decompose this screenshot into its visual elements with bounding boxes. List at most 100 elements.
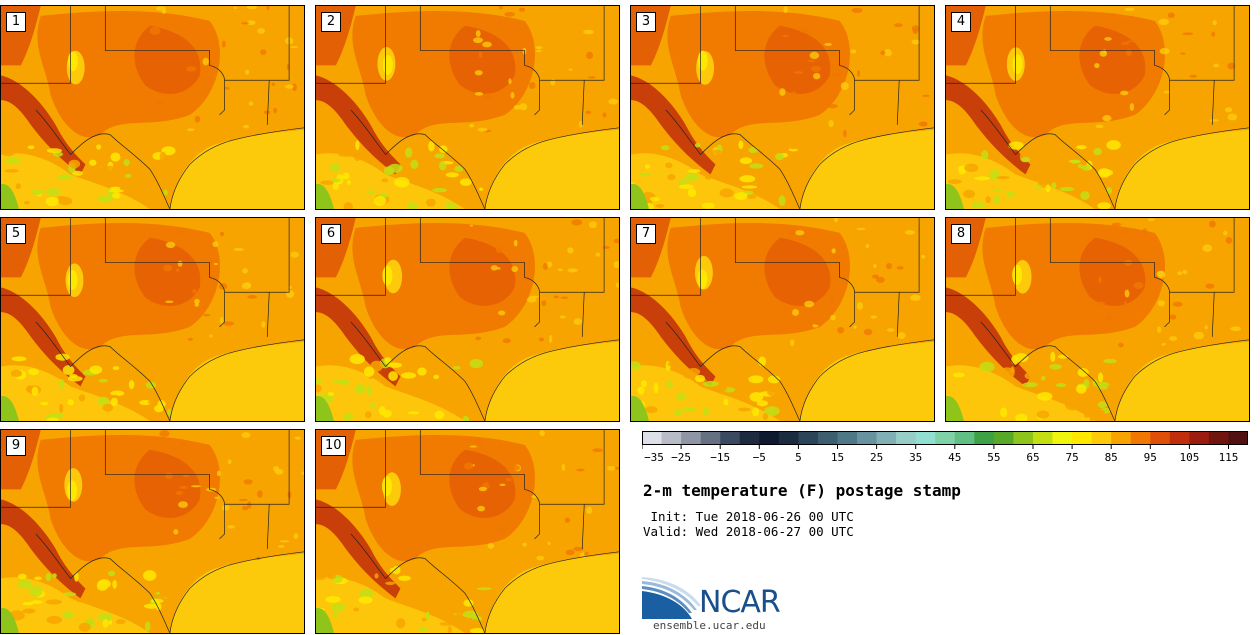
east-speckle [809,51,820,60]
temperature-field [316,6,619,209]
east-speckle [469,445,478,448]
state-boundary [224,430,290,505]
gulf-region [484,553,619,633]
east-speckle [194,298,200,304]
east-speckle [850,49,857,54]
gulf-region [1114,129,1249,209]
east-speckle [1158,18,1170,26]
east-speckle [922,94,930,98]
terrain-speckle [63,592,77,597]
east-speckle [187,337,193,341]
state-boundary [1049,218,1170,328]
state-boundary [1,218,71,296]
terrain-speckle [58,196,73,206]
east-speckle [1104,37,1112,41]
terrain-speckle [370,403,377,409]
east-speckle [190,485,202,488]
state-boundary [1,430,71,508]
map-panel-4: 4 [945,5,1250,210]
terrain-speckle [1068,396,1081,403]
east-speckle [1163,90,1171,94]
terrain-speckle [644,164,651,169]
east-speckle [911,25,920,32]
east-speckle [1180,52,1186,55]
colorbar-bin [661,431,682,445]
east-speckle [1161,342,1166,346]
terrain-speckle [422,617,427,622]
east-speckle [602,112,607,118]
init-time: Init: Tue 2018-06-26 00 UTC [643,509,854,524]
east-speckle [1225,237,1233,244]
east-speckle [241,22,249,25]
temperature-field [946,6,1249,209]
terrain-speckle [649,197,660,202]
terrain-speckle [1045,184,1051,193]
state-boundary [316,218,386,296]
cool-corner [316,607,334,633]
east-speckle [1142,228,1148,236]
terrain-speckle [143,603,160,609]
colorbar-tick-label: 85 [1105,451,1118,464]
terrain-speckle [1077,163,1083,169]
coastline [169,339,304,421]
terrain-speckle [432,188,448,193]
terrain-speckle [327,392,334,397]
east-speckle [853,325,857,329]
east-speckle [518,7,526,12]
terrain-speckle [107,570,116,577]
terrain-speckle [359,588,374,599]
east-speckle [527,296,537,303]
southwest-mild [946,365,1096,421]
temperature-field [1,6,304,209]
terrain-speckle [387,362,403,368]
east-speckle [506,467,510,472]
terrain-speckle [52,151,63,157]
east-speckle [499,483,506,487]
terrain-speckle [637,386,645,395]
east-speckle [1213,63,1219,68]
terrain-speckle [1106,187,1113,195]
colorbar-bin [1130,431,1151,445]
east-speckle [1224,107,1233,113]
panel-number: 10 [321,436,346,456]
east-speckle [886,262,893,270]
terrain-speckle [394,177,410,188]
east-speckle [505,478,512,482]
colorbar-bin [759,431,780,445]
east-speckle [863,328,873,336]
terrain-speckle [454,393,466,401]
terrain-speckle [374,573,379,579]
terrain-speckle [702,407,710,416]
terrain-speckle [1096,381,1111,390]
terrain-speckle [1081,164,1091,171]
east-speckle [293,533,299,540]
colorbar-tick-label: 75 [1065,451,1078,464]
terrain-speckle [958,167,966,175]
terrain-speckle [631,361,641,371]
west-hot-band [631,75,716,175]
east-speckle [221,505,230,511]
east-speckle [181,441,186,446]
east-speckle [792,309,799,316]
east-speckle [1118,342,1124,348]
east-speckle [584,551,589,557]
east-speckle [843,129,847,138]
terrain-speckle [1106,383,1118,394]
east-speckle [499,528,507,535]
colorbar-tick-label: 105 [1179,451,1199,464]
terrain-speckle [479,187,484,191]
east-speckle [209,334,213,338]
east-speckle [241,432,251,438]
east-speckle [279,540,290,543]
east-speckle [257,28,265,34]
cool-corner [631,183,649,209]
cool-corner [1,395,19,421]
terrain-speckle [31,189,44,195]
terrain-speckle [346,180,352,185]
east-speckle [513,105,521,110]
colorbar-bin [798,431,819,445]
coastline [799,127,934,209]
east-speckle [263,110,271,115]
east-speckle [1121,20,1129,24]
cool-corner [946,183,964,209]
